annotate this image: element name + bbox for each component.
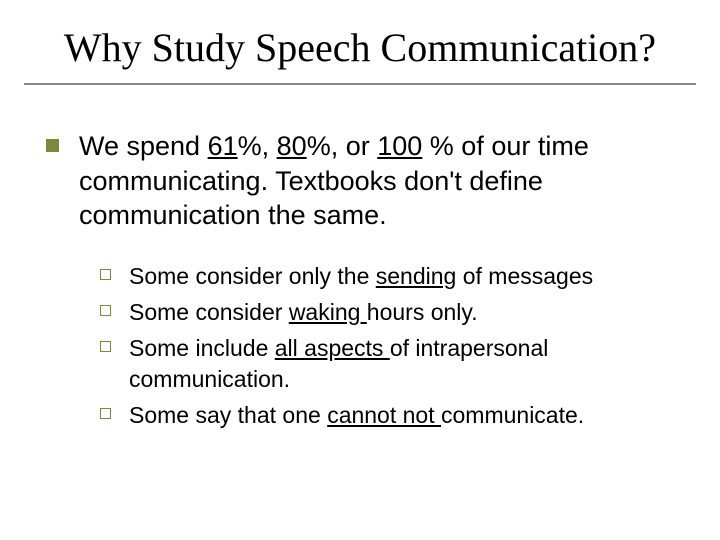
- level1-text: We spend 61%, 80%, or 100 % of our time …: [79, 129, 696, 233]
- slide-title: Why Study Speech Communication?: [24, 18, 696, 85]
- square-bullet-icon: [46, 139, 59, 152]
- blank-value: 100: [377, 131, 422, 161]
- text-run: hours only.: [367, 299, 478, 325]
- text-run: We spend: [79, 131, 208, 161]
- level2-list: Some consider only the sending of messag…: [100, 261, 696, 431]
- text-run: communicate.: [441, 402, 584, 428]
- text-run: %,: [238, 131, 277, 161]
- bullet-level2: Some consider waking hours only.: [100, 297, 696, 327]
- text-run: Some say that one: [129, 402, 327, 428]
- text-run: Some include: [129, 335, 275, 361]
- level2-text: Some include all aspects of intrapersona…: [129, 333, 696, 394]
- text-run: of messages: [456, 263, 593, 289]
- text-run: Some consider: [129, 299, 289, 325]
- bullet-level2: Some consider only the sending of messag…: [100, 261, 696, 291]
- hollow-square-bullet-icon: [100, 305, 111, 316]
- bullet-level2: Some include all aspects of intrapersona…: [100, 333, 696, 394]
- blank-value: cannot not: [327, 402, 441, 428]
- hollow-square-bullet-icon: [100, 341, 111, 352]
- slide: Why Study Speech Communication? We spend…: [0, 0, 720, 540]
- bullet-level2: Some say that one cannot not communicate…: [100, 400, 696, 430]
- blank-value: waking: [289, 299, 367, 325]
- bullet-level1: We spend 61%, 80%, or 100 % of our time …: [46, 129, 696, 233]
- level2-text: Some say that one cannot not communicate…: [129, 400, 584, 430]
- level2-text: Some consider only the sending of messag…: [129, 261, 593, 291]
- blank-value: 80: [277, 131, 307, 161]
- hollow-square-bullet-icon: [100, 408, 111, 419]
- text-run: %, or: [307, 131, 378, 161]
- hollow-square-bullet-icon: [100, 269, 111, 280]
- text-run: Some consider only the: [129, 263, 376, 289]
- blank-value: sending: [376, 263, 457, 289]
- blank-value: all aspects: [275, 335, 390, 361]
- level2-text: Some consider waking hours only.: [129, 297, 478, 327]
- blank-value: 61: [208, 131, 238, 161]
